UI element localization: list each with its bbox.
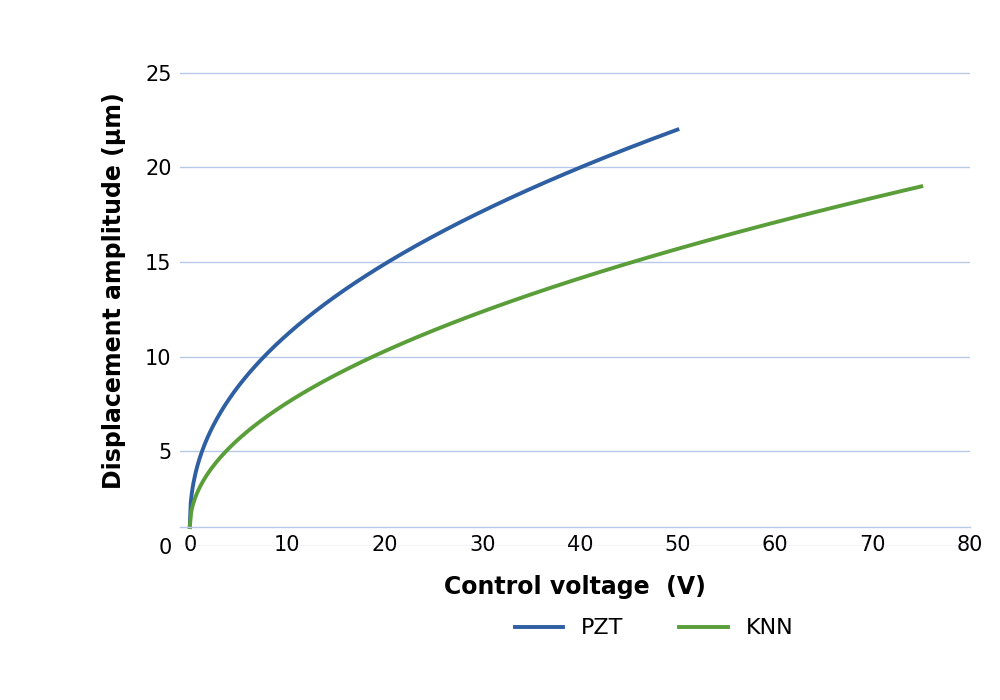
PZT	[448, 221, 460, 230]
PZT	[474, 208, 486, 216]
PZT	[660, 130, 672, 138]
KNN	[619, 260, 631, 269]
Y-axis label: Displacement amplitude (µm): Displacement amplitude (µm)	[102, 92, 126, 489]
KNN	[898, 186, 910, 195]
PZT	[184, 523, 196, 531]
Line: PZT: PZT	[190, 130, 677, 527]
KNN	[184, 523, 196, 531]
KNN	[783, 214, 795, 223]
KNN	[531, 288, 543, 297]
PZT	[418, 237, 430, 246]
X-axis label: Control voltage  (V): Control voltage (V)	[444, 575, 706, 599]
PZT	[415, 239, 427, 247]
PZT	[583, 160, 595, 168]
Line: KNN: KNN	[190, 186, 921, 527]
PZT	[671, 125, 683, 134]
KNN	[915, 182, 927, 190]
Legend: PZT, KNN: PZT, KNN	[506, 610, 802, 648]
KNN	[580, 272, 592, 281]
KNN	[536, 286, 548, 295]
